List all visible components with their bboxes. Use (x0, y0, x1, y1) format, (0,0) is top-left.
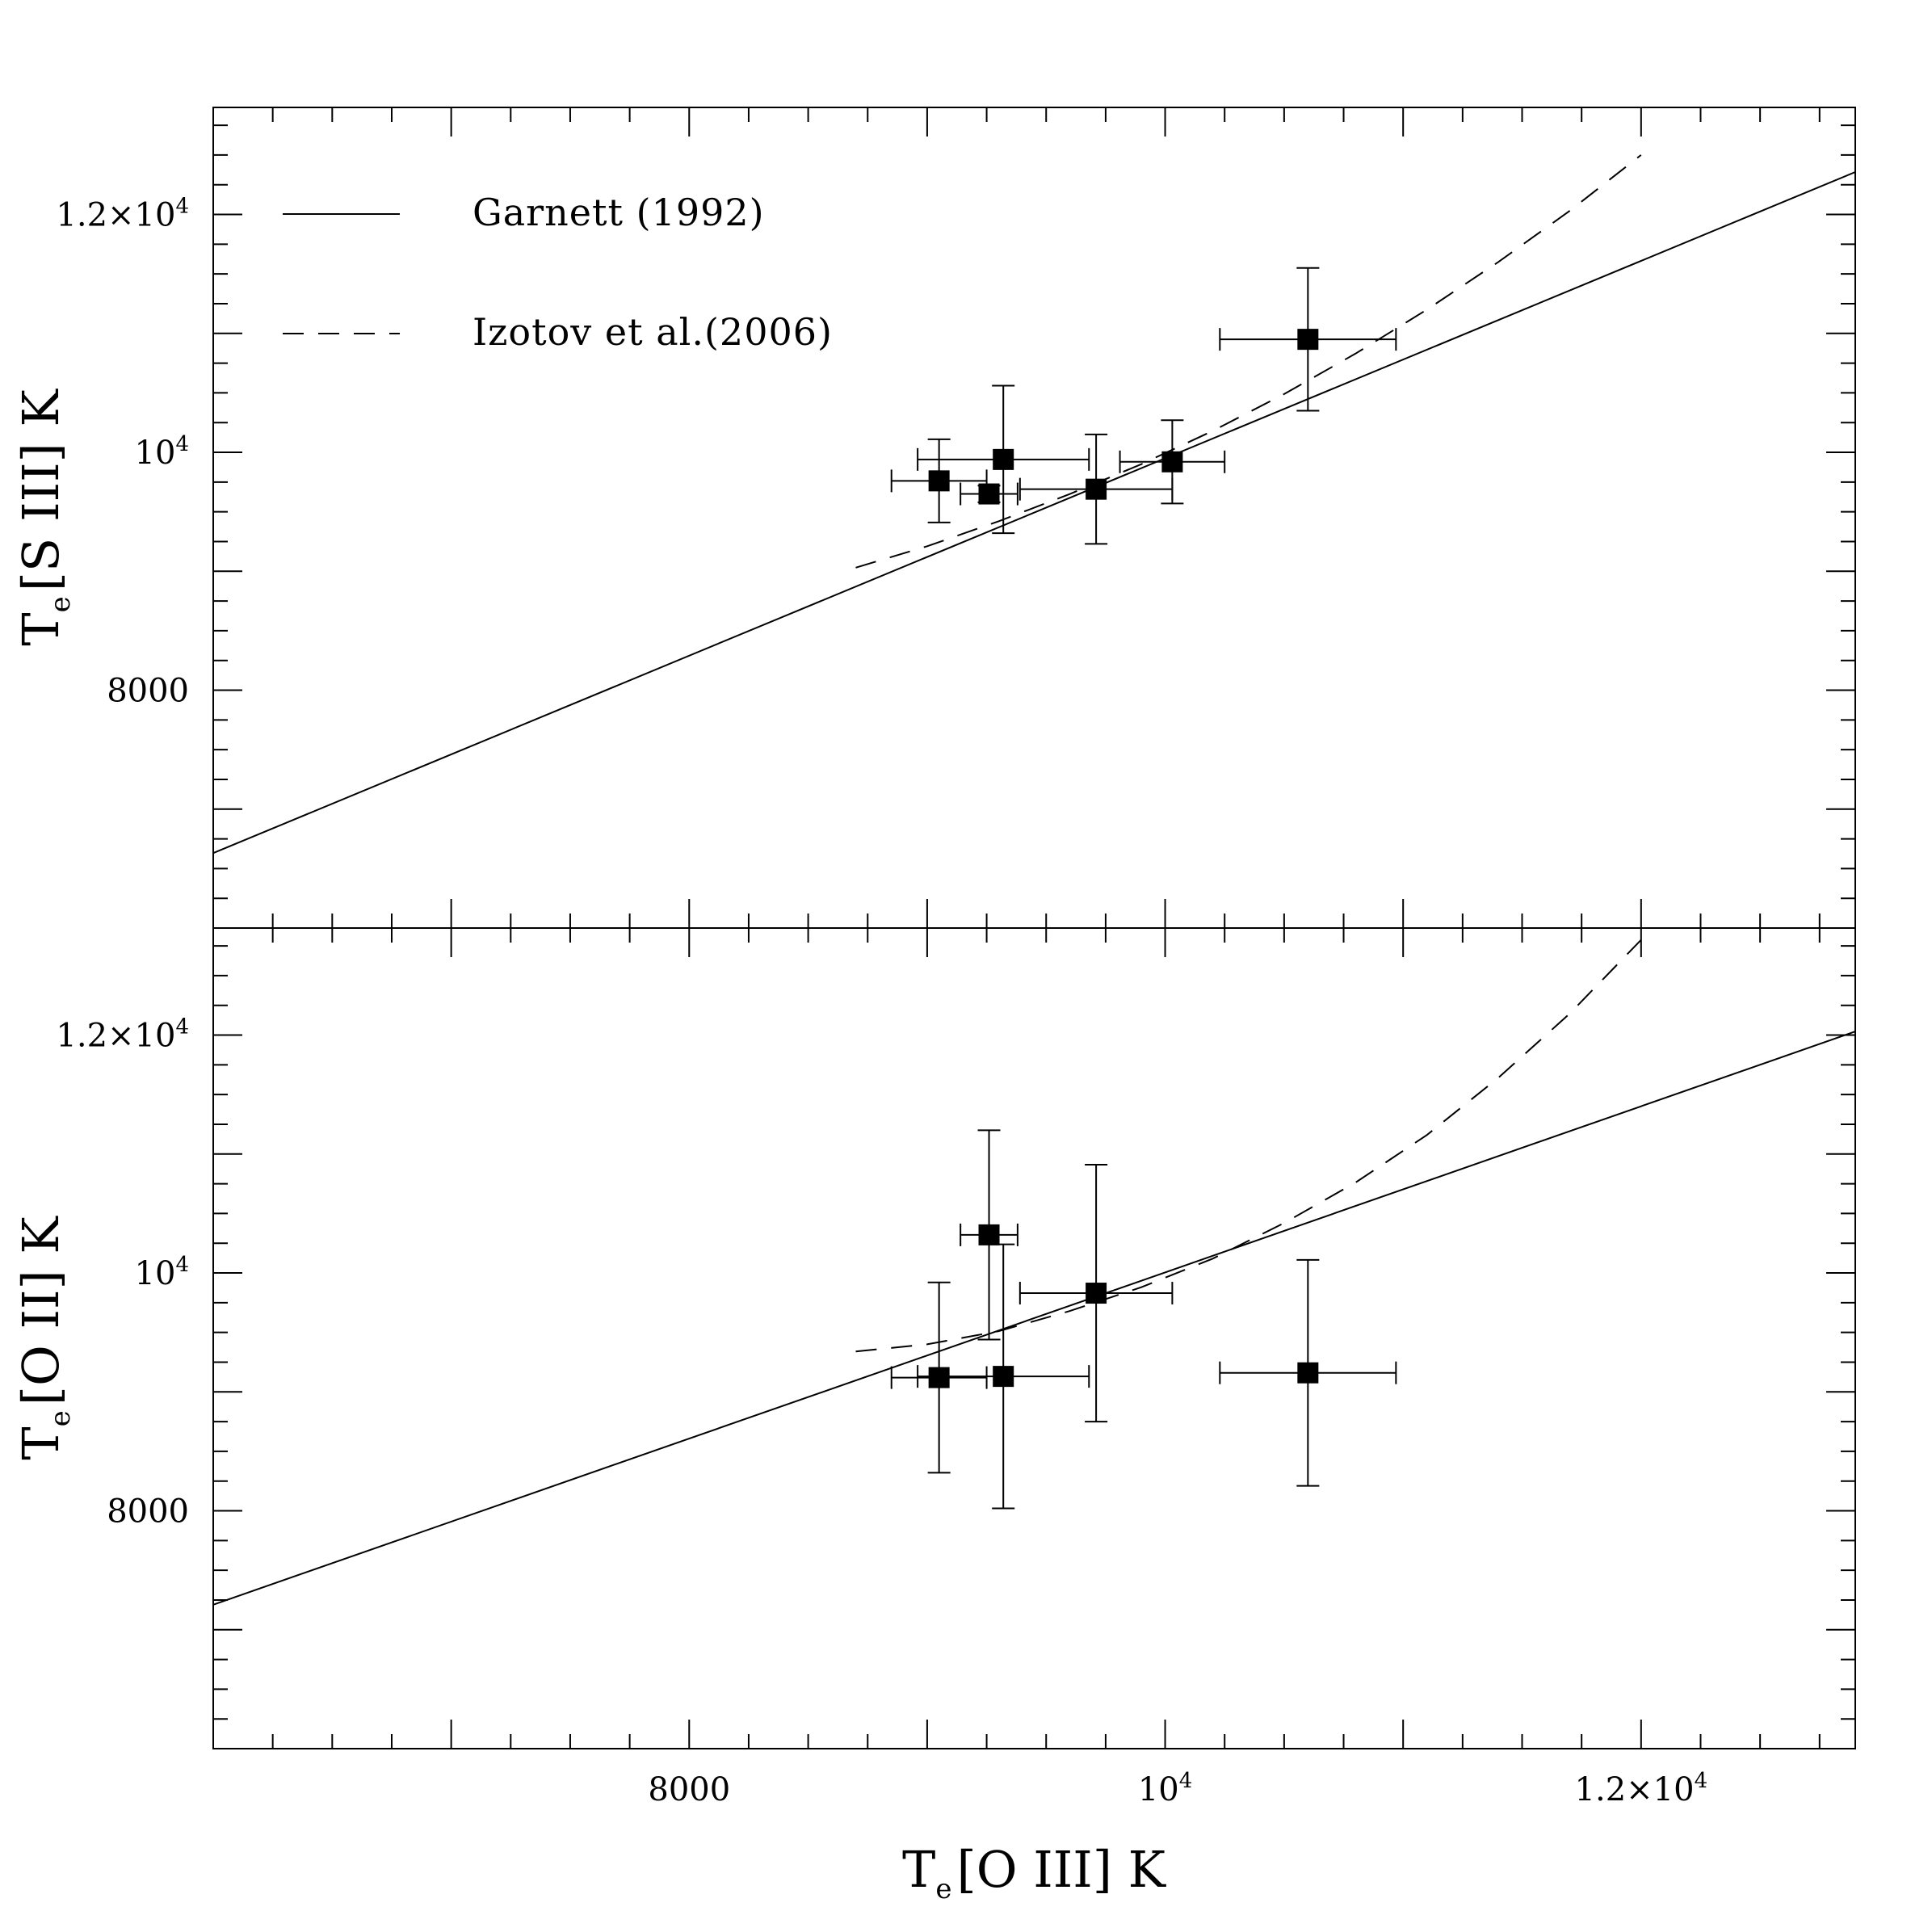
square-marker (978, 1224, 1000, 1245)
top-ytick-label: 1.2×104 (56, 195, 189, 234)
bottom-data-point (890, 1281, 988, 1474)
top-data-point (960, 482, 1018, 506)
bottom-ticks (213, 928, 1855, 1749)
bottom-y-axis-title: Te[O II] K (11, 1216, 77, 1460)
legend-label-izotov: Izotov et al.(2006) (472, 310, 833, 354)
bottom-xtick-label: 8000 (648, 1771, 730, 1808)
top-points (890, 267, 1397, 545)
square-marker (1086, 478, 1107, 500)
top-data-point (917, 384, 1090, 535)
square-marker (978, 483, 1000, 505)
bottom-ytick-label: 1.2×104 (56, 1015, 189, 1055)
panel-top: 8000 104 1.2×104 Garnett (1992) Izotov et … (11, 107, 1856, 929)
top-data-point (890, 438, 988, 523)
bottom-xtick-label: 1.2×104 (1575, 1769, 1708, 1808)
bottom-data-point (1219, 1258, 1397, 1487)
square-marker (1086, 1283, 1107, 1304)
top-data-point (1119, 419, 1226, 505)
square-marker (928, 1367, 950, 1388)
legend-label-garnett: Garnett (1992) (472, 191, 765, 234)
square-marker (993, 448, 1014, 470)
bottom-ytick-label: 8000 (107, 1493, 189, 1531)
bottom-ytick-label: 104 (135, 1253, 189, 1292)
panel-bottom-frame (212, 927, 1856, 1749)
bottom-points (890, 1129, 1397, 1510)
top-data-point (1018, 433, 1174, 545)
bottom-data-point (1018, 1164, 1174, 1423)
top-data-point (1219, 267, 1397, 412)
bottom-izotov-line (855, 939, 1642, 1353)
top-ytick-label: 104 (135, 432, 189, 472)
panel-top-frame (212, 107, 1856, 929)
top-ticks (213, 107, 1855, 928)
bottom-ytick-labels: 8000 104 1.2×104 (56, 1015, 189, 1531)
bottom-data-point (917, 1243, 1090, 1510)
square-marker (993, 1366, 1014, 1388)
bottom-xtick-labels: 8000 104 1.2×104 (648, 1769, 1707, 1808)
top-ytick-labels: 8000 104 1.2×104 (56, 195, 189, 710)
bottom-garnett-line (212, 1031, 1856, 1606)
square-marker (928, 470, 950, 492)
top-y-axis-title: Te[S III] K (11, 388, 77, 646)
x-axis-title: Te[O III] K (902, 1840, 1167, 1905)
bottom-xtick-label: 104 (1138, 1769, 1192, 1808)
square-marker (1297, 329, 1319, 351)
top-lines (212, 154, 1856, 855)
legend: Garnett (1992) Izotov et al.(2006) (283, 191, 833, 354)
bottom-lines (212, 939, 1856, 1606)
panel-bottom: 8000 104 1.2×104 8000 104 1.2×104 Te[O II] K… (11, 927, 1856, 1905)
top-izotov-line (855, 154, 1642, 569)
square-marker (1297, 1362, 1319, 1384)
top-garnett-line (212, 171, 1856, 855)
square-marker (1161, 451, 1183, 472)
bottom-data-point (960, 1129, 1018, 1341)
top-ytick-label: 8000 (107, 673, 189, 710)
